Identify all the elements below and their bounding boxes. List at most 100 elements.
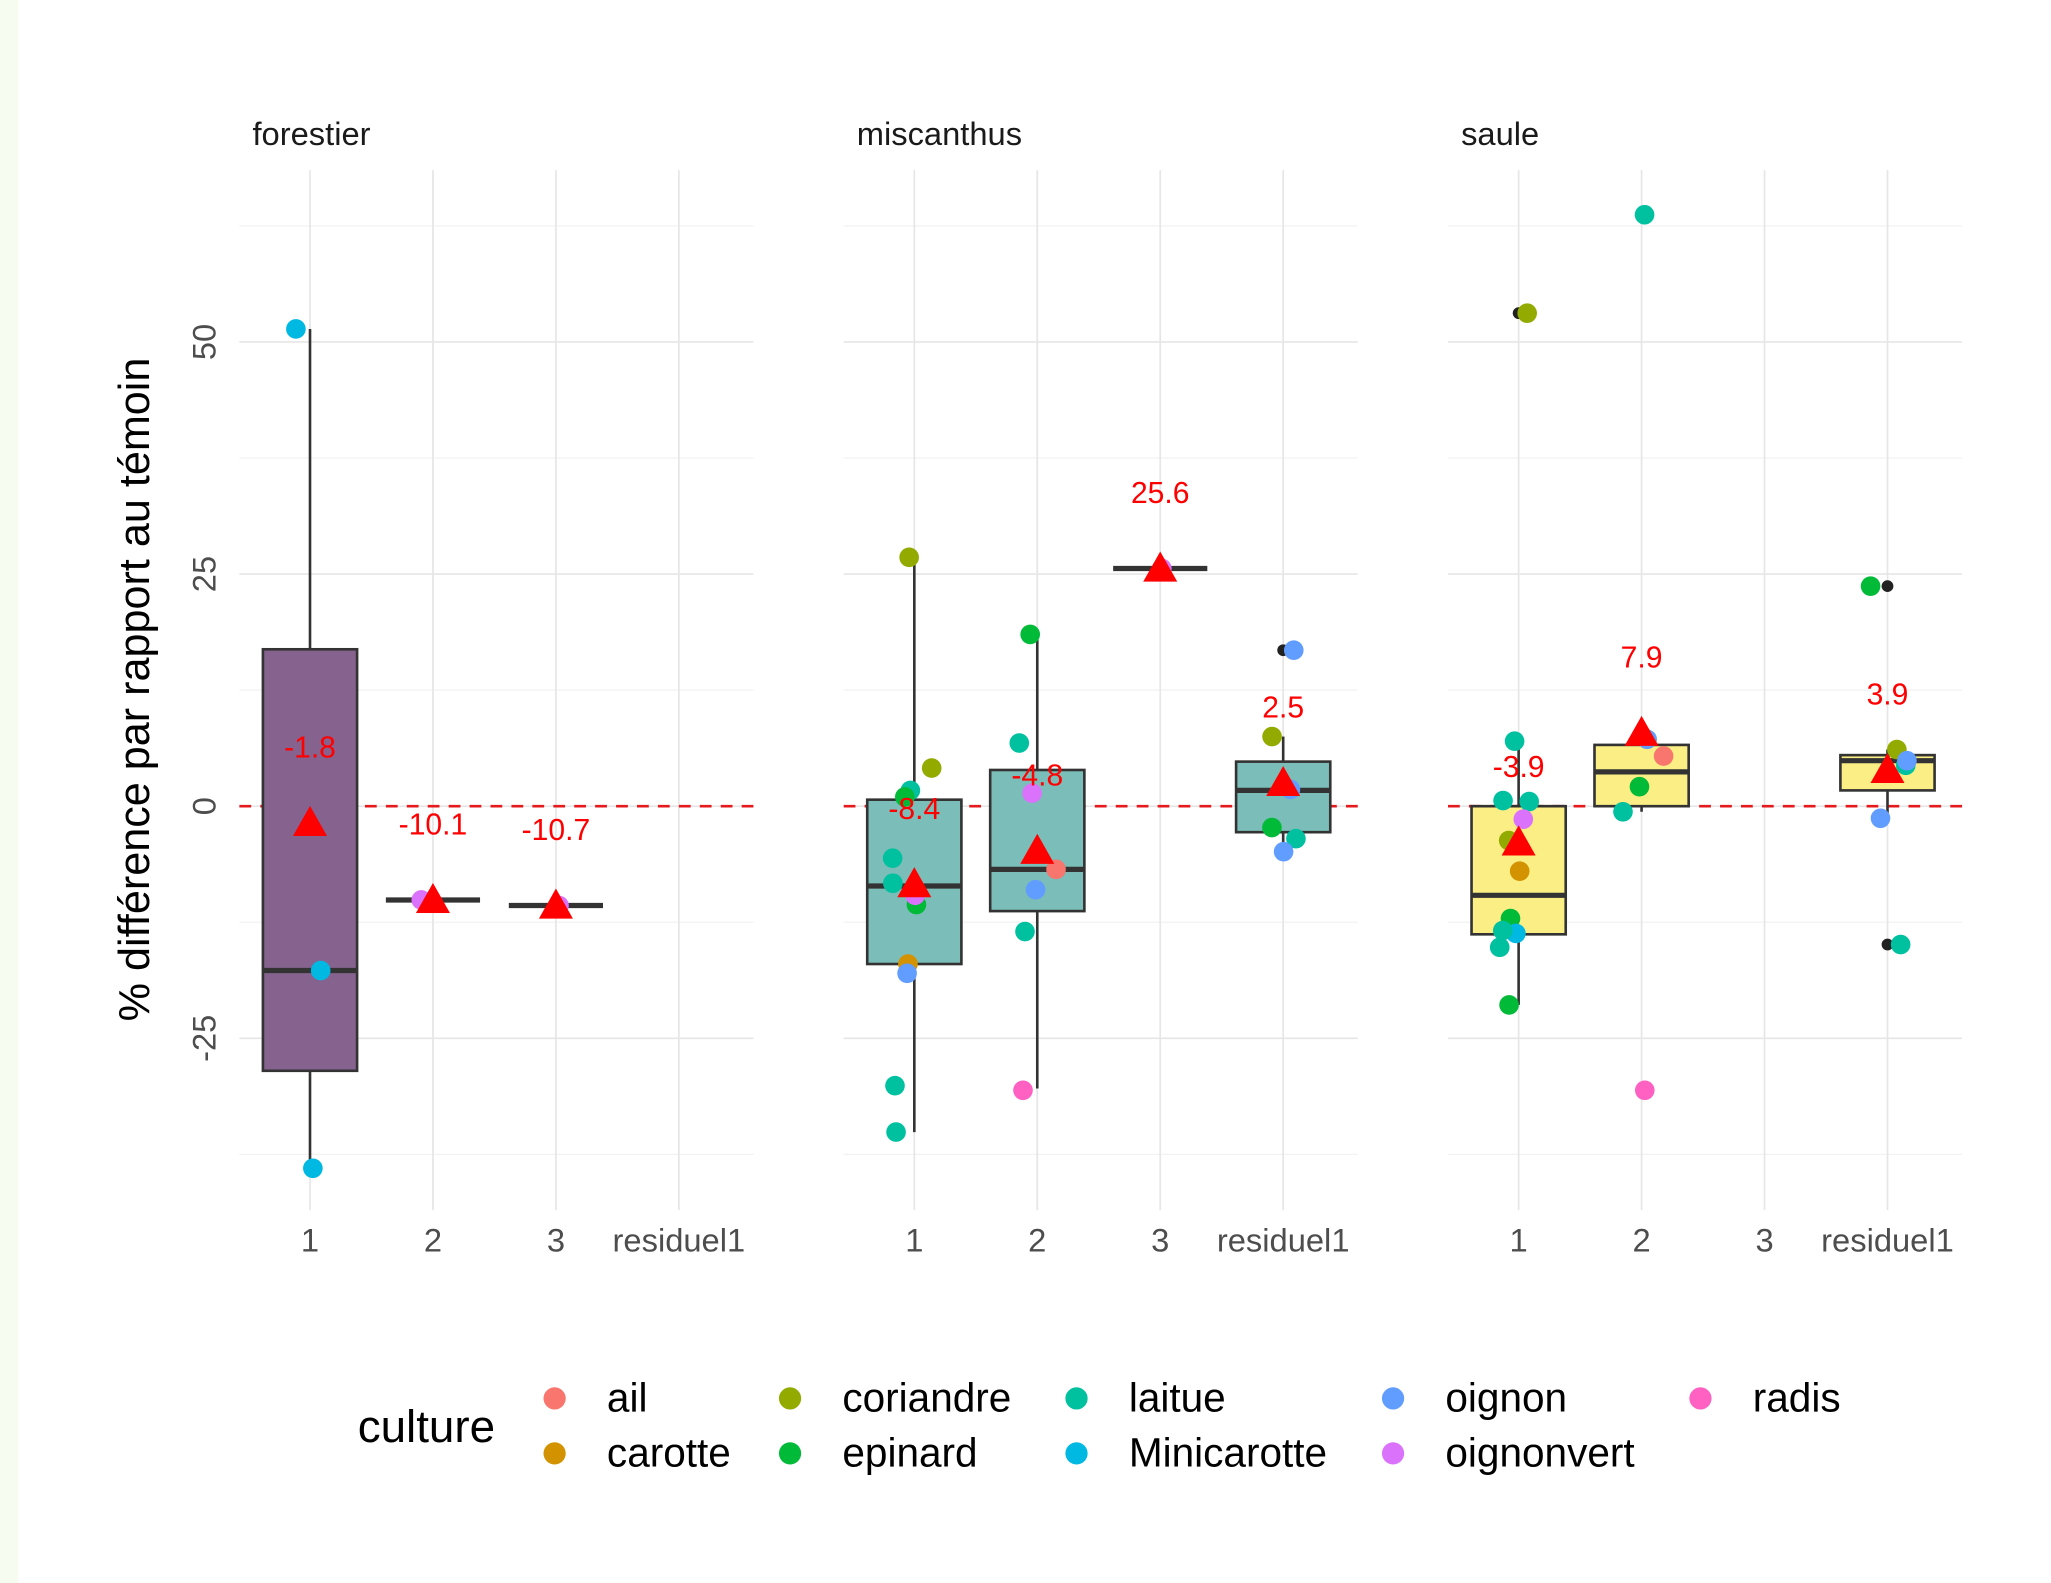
x-tick-label: residuel1 xyxy=(1821,1221,1954,1258)
mean-label: 25.6 xyxy=(1131,477,1190,510)
point xyxy=(1613,801,1633,822)
legend-key xyxy=(1689,1387,1712,1410)
point xyxy=(1262,817,1282,838)
mean-marker xyxy=(415,882,450,914)
point xyxy=(1860,576,1881,596)
point xyxy=(1025,879,1046,900)
mean-label: -8.4 xyxy=(888,793,940,826)
point xyxy=(1513,809,1534,829)
legend-key xyxy=(543,1387,566,1410)
x-tick-label: 2 xyxy=(424,1221,442,1258)
point xyxy=(1492,920,1513,941)
mean-marker xyxy=(897,867,932,898)
x-tick-label: 1 xyxy=(905,1221,923,1258)
legend-key xyxy=(1065,1442,1088,1465)
legend-key xyxy=(778,1442,802,1465)
legend-label: oignonvert xyxy=(1445,1430,1634,1476)
point xyxy=(1273,841,1294,862)
legend-title: culture xyxy=(358,1401,495,1452)
outlier xyxy=(1881,580,1894,593)
point xyxy=(1897,750,1917,771)
mean-marker xyxy=(1143,551,1178,582)
legend-key xyxy=(543,1442,566,1465)
mean-label: 2.5 xyxy=(1262,692,1304,725)
point xyxy=(1504,731,1525,752)
y-tick-label: 0 xyxy=(185,797,222,815)
point xyxy=(1020,624,1041,645)
point xyxy=(1022,783,1042,803)
x-tick-label: 2 xyxy=(1028,1221,1046,1258)
mean-label: -3.9 xyxy=(1493,751,1545,784)
point xyxy=(1013,1080,1033,1101)
mean-label: 7.9 xyxy=(1621,642,1663,675)
legend-key xyxy=(1065,1387,1088,1410)
legend-label: epinard xyxy=(842,1430,977,1476)
legend-label: Minicarotte xyxy=(1129,1430,1327,1476)
point xyxy=(1046,859,1066,880)
facet-title: saule xyxy=(1461,115,1539,152)
point xyxy=(899,547,919,568)
mean-label: -10.7 xyxy=(522,814,591,847)
point xyxy=(886,1122,906,1142)
mean-marker xyxy=(1870,752,1905,784)
point xyxy=(310,960,331,981)
point xyxy=(1015,921,1035,942)
legend-label: radis xyxy=(1753,1375,1841,1421)
point xyxy=(1493,790,1513,811)
point xyxy=(885,1075,905,1096)
legend-key xyxy=(1381,1442,1405,1465)
point xyxy=(1634,1080,1655,1101)
x-tick-label: 3 xyxy=(1151,1221,1169,1258)
point xyxy=(1890,934,1911,955)
mean-label: -4.8 xyxy=(1011,759,1063,792)
mean-marker xyxy=(1266,765,1301,797)
legend-key xyxy=(1381,1387,1405,1410)
point xyxy=(1499,995,1519,1015)
mean-marker xyxy=(1624,715,1659,746)
box xyxy=(261,647,359,1073)
mean-label: 3.9 xyxy=(1867,679,1909,712)
point xyxy=(1519,791,1540,812)
point xyxy=(1653,746,1674,766)
point xyxy=(1629,776,1650,797)
legend-label: laitue xyxy=(1129,1375,1226,1421)
x-tick-label: 3 xyxy=(547,1221,565,1258)
point xyxy=(1509,861,1530,881)
mean-label: -10.1 xyxy=(399,809,468,842)
y-tick-label: -25 xyxy=(185,1015,222,1062)
point xyxy=(921,758,942,778)
x-tick-label: 3 xyxy=(1755,1221,1773,1258)
y-axis-title: % différence par rapport au témoin xyxy=(111,358,159,1022)
mean-marker xyxy=(293,805,328,836)
x-tick-label: 2 xyxy=(1632,1221,1650,1258)
mean-marker xyxy=(1020,833,1055,864)
point xyxy=(303,1158,323,1179)
x-tick-label: 1 xyxy=(1510,1221,1528,1258)
y-tick-label: 25 xyxy=(185,556,222,592)
mean-marker xyxy=(1501,825,1536,856)
point xyxy=(1283,640,1304,661)
legend-label: ail xyxy=(607,1375,648,1421)
box xyxy=(1593,743,1690,808)
point xyxy=(895,787,915,807)
point xyxy=(882,848,903,868)
legend-label: oignon xyxy=(1445,1375,1567,1421)
legend-label: carotte xyxy=(607,1430,731,1476)
point xyxy=(1870,808,1891,829)
y-tick-label: 50 xyxy=(185,324,222,360)
facet-title: miscanthus xyxy=(857,115,1022,152)
point xyxy=(1489,937,1510,958)
point xyxy=(1262,726,1282,747)
point xyxy=(1517,303,1537,323)
point xyxy=(286,319,306,339)
legend-key xyxy=(778,1387,802,1410)
legend-label: coriandre xyxy=(842,1375,1011,1421)
point xyxy=(897,963,917,984)
outlier xyxy=(1881,938,1894,951)
mean-label: -1.8 xyxy=(284,732,336,765)
mean-marker xyxy=(538,888,573,919)
point xyxy=(1009,733,1030,753)
point xyxy=(1634,204,1655,225)
x-tick-label: residuel1 xyxy=(1217,1221,1350,1258)
